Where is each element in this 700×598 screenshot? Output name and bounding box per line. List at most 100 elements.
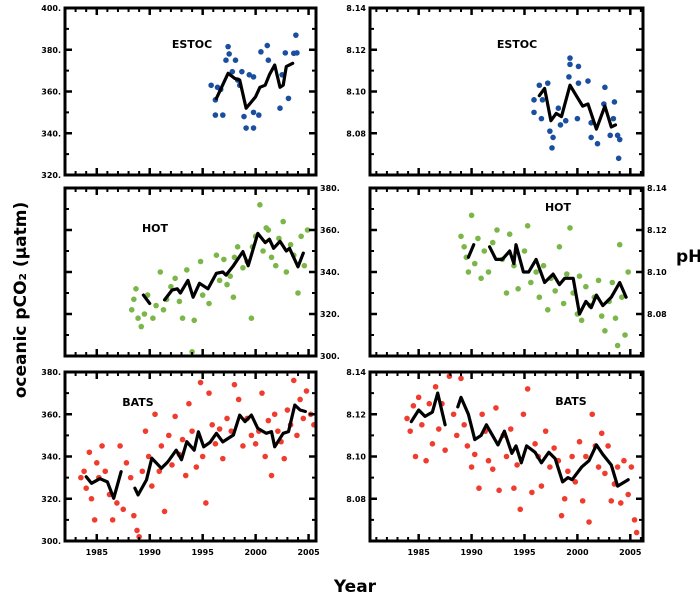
data-point xyxy=(583,453,589,460)
data-point xyxy=(429,441,436,447)
data-point xyxy=(224,281,230,288)
data-point xyxy=(294,50,300,56)
data-point xyxy=(595,277,602,284)
data-point xyxy=(631,517,638,523)
data-point xyxy=(189,349,195,355)
data-point xyxy=(617,500,624,506)
data-point xyxy=(131,512,137,519)
data-point xyxy=(524,386,531,392)
data-point xyxy=(258,49,264,55)
data-point xyxy=(588,134,594,141)
data-point xyxy=(265,57,272,63)
data-point xyxy=(259,390,265,396)
y-tick-label: 8.08 xyxy=(647,310,667,319)
data-point xyxy=(628,464,635,470)
running-mean-line xyxy=(466,243,476,259)
data-point xyxy=(567,225,573,231)
data-point xyxy=(172,413,178,420)
data-point xyxy=(191,317,198,324)
data-point xyxy=(220,112,226,118)
data-point xyxy=(229,68,236,75)
data-point xyxy=(158,443,165,449)
data-point xyxy=(533,269,539,275)
data-point xyxy=(290,377,297,384)
data-point xyxy=(481,248,488,254)
data-point xyxy=(478,275,484,282)
data-point xyxy=(511,485,517,491)
running-mean-line xyxy=(537,83,618,131)
data-point xyxy=(186,400,192,407)
data-point xyxy=(575,80,582,86)
data-point xyxy=(602,84,608,91)
data-point xyxy=(223,57,229,63)
y-tick-label: 360. xyxy=(41,410,61,419)
data-point xyxy=(156,468,163,475)
data-point xyxy=(579,498,586,504)
y-tick-label: 380. xyxy=(41,368,61,377)
data-point xyxy=(521,248,528,254)
running-mean-line xyxy=(141,293,152,306)
data-point xyxy=(265,417,272,424)
data-point xyxy=(493,405,499,411)
data-point xyxy=(450,411,457,418)
y-tick-label: 300. xyxy=(41,537,61,546)
data-point xyxy=(529,489,535,496)
y-tick-label: 380. xyxy=(320,184,340,193)
y-tick-label: 8.10 xyxy=(346,453,366,462)
data-point xyxy=(528,279,534,286)
data-point xyxy=(616,241,623,248)
data-point xyxy=(275,428,281,434)
data-point xyxy=(220,455,226,462)
data-point xyxy=(415,394,422,401)
data-point xyxy=(99,443,105,449)
data-point xyxy=(561,495,568,502)
data-point xyxy=(442,447,448,453)
station-label: BATS xyxy=(555,395,587,408)
data-point xyxy=(557,122,564,128)
data-point xyxy=(464,443,471,449)
y-tick-label: 320. xyxy=(41,171,61,180)
data-point xyxy=(246,72,253,78)
data-point xyxy=(160,307,167,313)
data-point xyxy=(426,400,433,407)
x-tick-label: 2005 xyxy=(297,548,320,557)
panel-estoc-ph: 8.14 8.12 8.10 8.08 ESTOC xyxy=(346,4,645,177)
panel-estoc-pco2: 400. 380. 360. 340. 320. ESTOC xyxy=(41,4,318,180)
data-point xyxy=(240,443,246,449)
y-tick-label: 8.12 xyxy=(346,46,366,55)
data-point xyxy=(250,74,257,80)
data-point xyxy=(614,132,621,139)
data-point xyxy=(93,460,100,466)
data-point xyxy=(540,262,547,269)
data-point xyxy=(133,286,139,292)
data-point xyxy=(583,283,589,290)
data-point xyxy=(301,262,308,269)
data-point xyxy=(574,115,581,122)
data-point xyxy=(520,411,527,418)
data-point xyxy=(633,529,640,536)
y-tick-label: 320. xyxy=(320,310,340,319)
data-point xyxy=(569,453,575,460)
y-tick-label: 8.14 xyxy=(346,4,366,13)
data-point xyxy=(230,294,237,301)
data-point xyxy=(216,277,223,284)
data-point xyxy=(621,457,627,464)
data-point xyxy=(549,145,555,151)
data-point xyxy=(123,460,130,466)
data-point xyxy=(566,74,572,80)
data-point xyxy=(235,396,242,403)
data-point xyxy=(165,432,172,439)
data-point xyxy=(598,313,605,319)
y-tick-label: 360. xyxy=(320,226,340,235)
data-point xyxy=(209,422,216,428)
data-point xyxy=(303,388,310,394)
data-point xyxy=(471,451,478,458)
data-point xyxy=(423,457,429,464)
data-point xyxy=(248,432,255,439)
data-point xyxy=(212,441,219,447)
data-point xyxy=(172,275,178,282)
data-point xyxy=(607,132,613,139)
y-axis-title-ph: pH xyxy=(676,247,700,267)
data-point xyxy=(231,381,238,388)
